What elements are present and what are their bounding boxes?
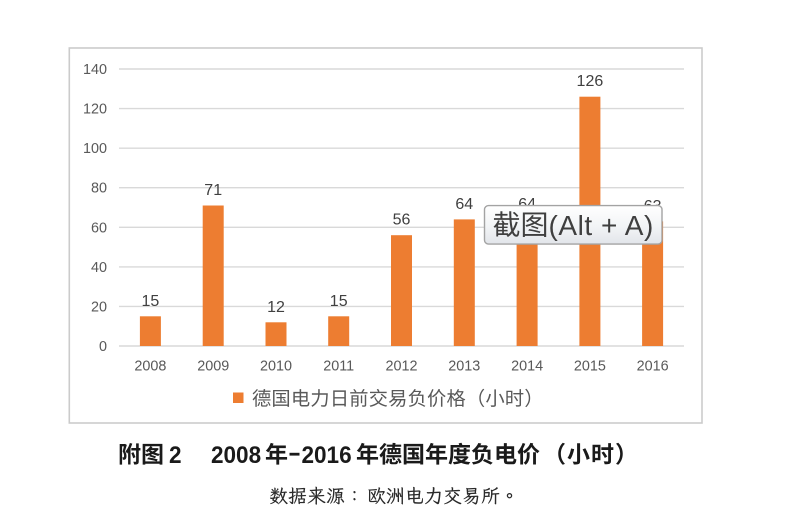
svg-text:15: 15: [330, 293, 348, 310]
svg-text:2: 2: [169, 441, 182, 468]
svg-text:12: 12: [267, 299, 285, 316]
svg-text:20: 20: [91, 299, 107, 315]
svg-text:2014: 2014: [511, 359, 543, 375]
svg-text:(Alt + A): (Alt + A): [549, 210, 654, 241]
svg-text:40: 40: [91, 260, 107, 276]
svg-text:2016: 2016: [302, 441, 352, 468]
svg-text:2016: 2016: [637, 359, 669, 375]
svg-text:15: 15: [142, 293, 160, 310]
svg-text:140: 140: [83, 62, 107, 78]
svg-text:0: 0: [99, 339, 107, 355]
svg-text:2012: 2012: [385, 359, 417, 375]
svg-text:80: 80: [91, 181, 107, 197]
svg-text:120: 120: [83, 102, 107, 118]
svg-text:2013: 2013: [448, 359, 480, 375]
svg-text:2010: 2010: [260, 359, 292, 375]
svg-text:60: 60: [91, 220, 107, 236]
svg-text:100: 100: [83, 141, 107, 157]
svg-text:2011: 2011: [323, 359, 354, 375]
svg-text:2009: 2009: [197, 359, 229, 375]
svg-text:2008: 2008: [134, 359, 166, 375]
svg-text:71: 71: [204, 182, 222, 199]
svg-text:56: 56: [393, 212, 411, 229]
svg-text:2008: 2008: [211, 441, 261, 468]
svg-text:64: 64: [455, 196, 473, 213]
svg-text:126: 126: [577, 73, 604, 90]
svg-text:2015: 2015: [574, 359, 606, 375]
